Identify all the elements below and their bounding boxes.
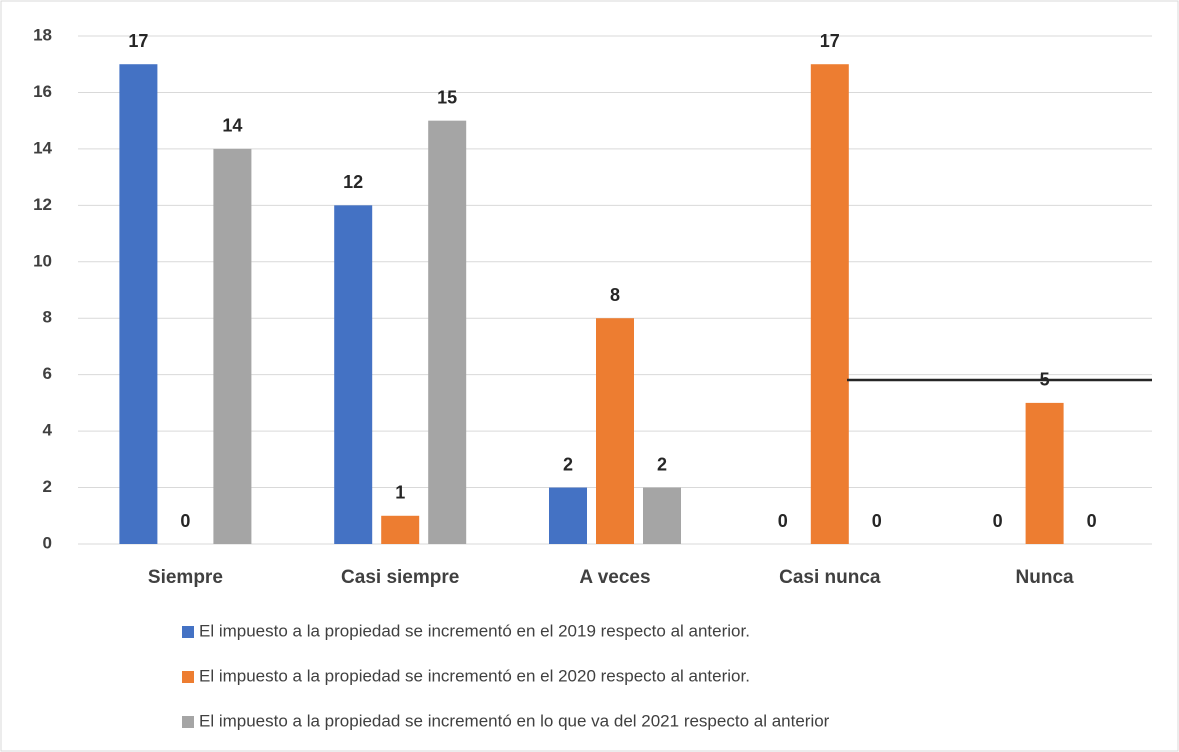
- x-tick-label: Siempre: [148, 567, 223, 588]
- bar: [334, 205, 373, 545]
- y-tick-label: 14: [33, 138, 52, 157]
- legend-swatch: [182, 671, 194, 683]
- bar: [381, 515, 420, 544]
- legend-label: El impuesto a la propiedad se incrementó…: [199, 711, 830, 730]
- data-label: 17: [820, 31, 840, 51]
- bar: [1025, 402, 1064, 544]
- data-label: 15: [437, 87, 457, 107]
- data-label: 0: [1087, 511, 1097, 531]
- bar: [119, 64, 158, 544]
- y-tick-label: 12: [33, 195, 52, 214]
- x-tick-label: A veces: [579, 567, 650, 588]
- data-label: 0: [872, 511, 882, 531]
- bar: [810, 64, 849, 544]
- legend-swatch: [182, 626, 194, 638]
- data-label: 12: [343, 172, 363, 192]
- legend-label: El impuesto a la propiedad se incrementó…: [199, 621, 750, 640]
- data-label: 0: [778, 511, 788, 531]
- y-tick-label: 6: [43, 364, 52, 383]
- x-tick-label: Casi siempre: [341, 567, 459, 588]
- y-tick-label: 16: [33, 82, 52, 101]
- y-tick-label: 18: [33, 25, 52, 44]
- legend-swatch: [182, 716, 194, 728]
- legend-label: El impuesto a la propiedad se incrementó…: [199, 666, 750, 685]
- bar: [643, 487, 681, 544]
- data-label: 0: [180, 511, 190, 531]
- bar: [549, 487, 587, 544]
- x-tick-label: Casi nunca: [779, 567, 881, 588]
- y-tick-label: 0: [43, 533, 52, 552]
- data-label: 1: [395, 483, 405, 503]
- y-tick-label: 4: [43, 421, 53, 440]
- bar: [213, 148, 252, 544]
- data-label: 2: [563, 454, 573, 474]
- data-label: 8: [610, 285, 620, 305]
- data-label: 17: [128, 31, 148, 51]
- x-tick-label: Nunca: [1016, 567, 1075, 588]
- y-tick-label: 10: [33, 251, 52, 270]
- data-label: 2: [657, 454, 667, 474]
- y-tick-label: 2: [43, 477, 52, 496]
- data-label: 14: [222, 116, 242, 136]
- y-tick-label: 8: [43, 308, 52, 327]
- bar: [596, 318, 634, 544]
- data-label: 0: [993, 511, 1003, 531]
- bar: [428, 120, 467, 545]
